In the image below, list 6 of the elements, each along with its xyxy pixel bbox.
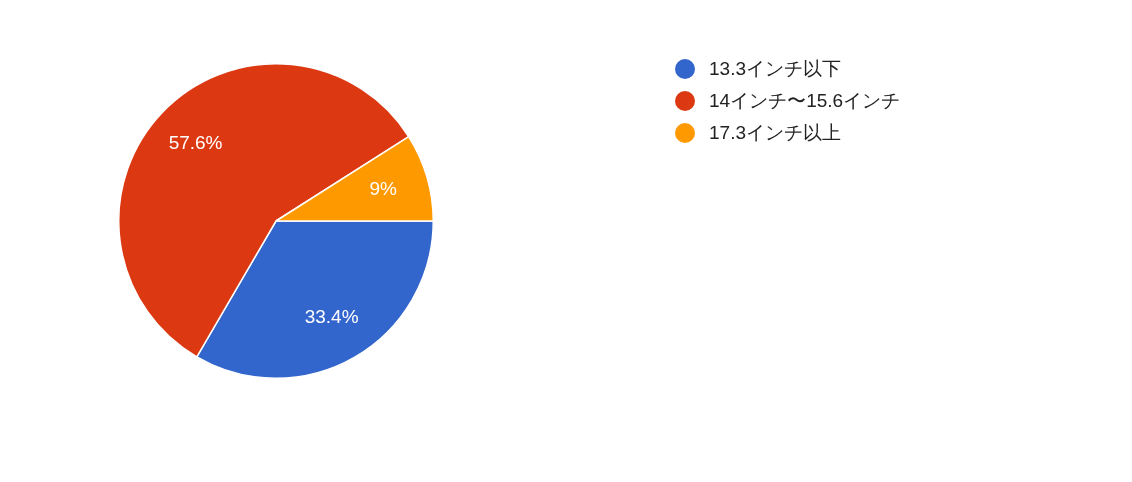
legend-label: 17.3インチ以上 [709, 122, 841, 144]
legend-label: 14インチ〜15.6インチ [709, 90, 901, 112]
data-label: 57.6% [168, 131, 223, 153]
data-label: 9% [369, 178, 398, 200]
data-label: 33.4% [304, 306, 359, 328]
legend-label: 13.3インチ以下 [709, 58, 841, 80]
